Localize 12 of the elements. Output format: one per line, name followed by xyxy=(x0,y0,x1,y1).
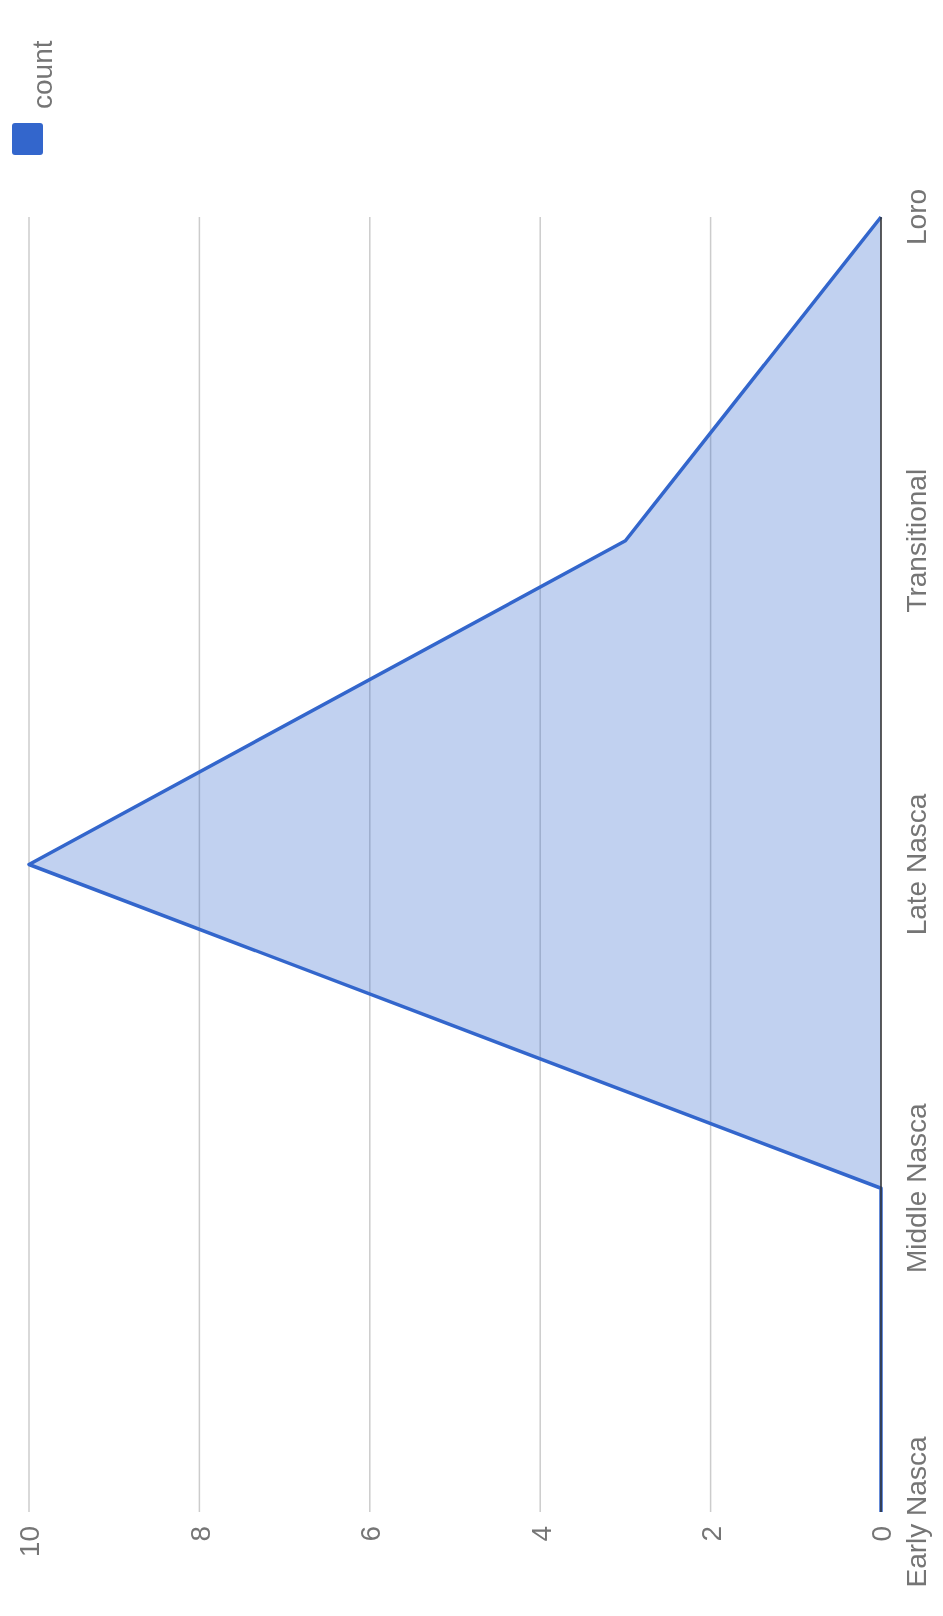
x-tick-label: 8 xyxy=(184,1526,216,1542)
x-tick-label: 4 xyxy=(525,1526,557,1542)
x-tick-label: 0 xyxy=(866,1526,898,1542)
y-tick-label: Late Nasca xyxy=(901,793,932,936)
x-tick-label: 2 xyxy=(695,1526,727,1542)
text: count xyxy=(27,40,58,109)
y-tick-label: Loro xyxy=(901,188,932,246)
x-tick-label: 6 xyxy=(355,1526,387,1542)
x-tick-label: 10 xyxy=(14,1526,46,1558)
y-tick-label: Transitional xyxy=(901,468,932,613)
y-tick-label: Middle Nasca xyxy=(901,1103,932,1274)
y-tick-label: Early Nasca xyxy=(901,1436,932,1588)
